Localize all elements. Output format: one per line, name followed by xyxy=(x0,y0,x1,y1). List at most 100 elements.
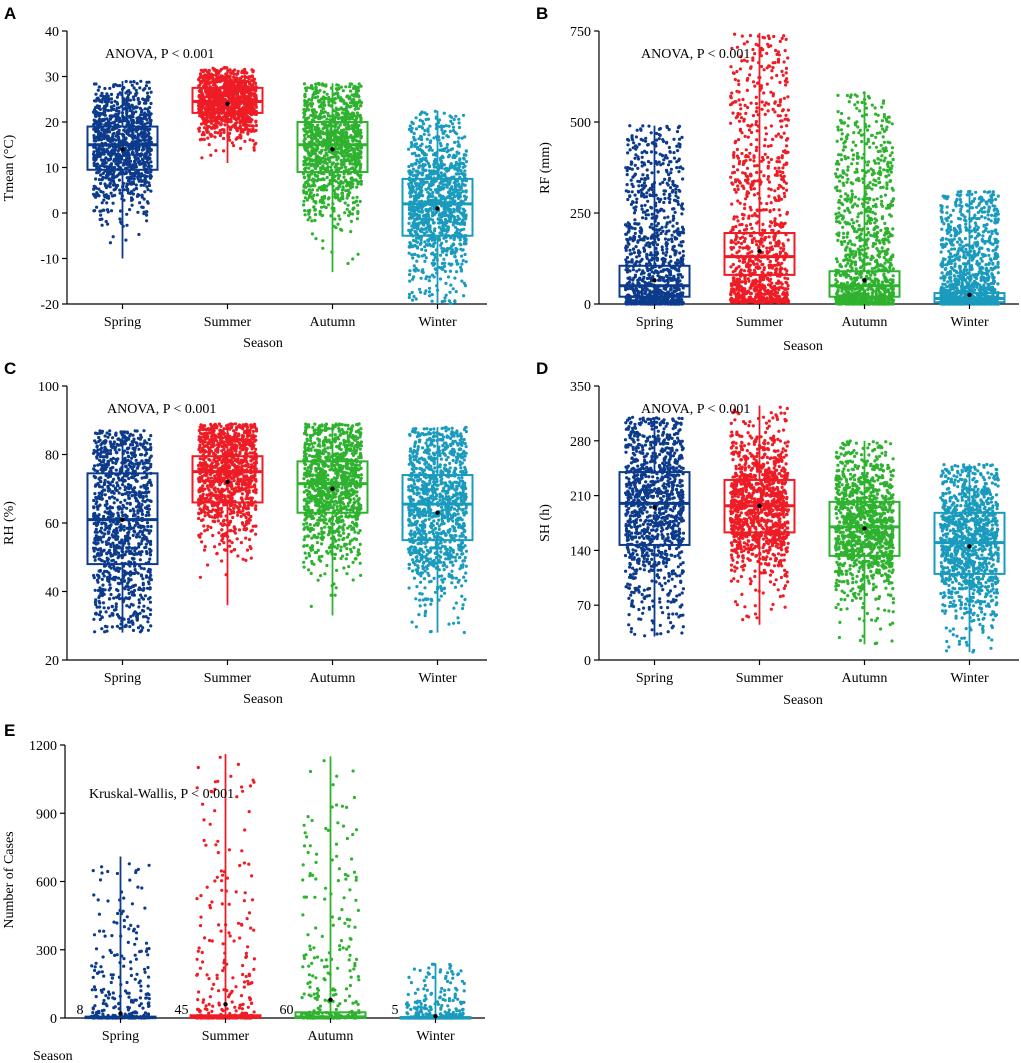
data-point xyxy=(427,133,431,137)
data-point xyxy=(462,227,466,231)
data-point xyxy=(354,199,359,203)
data-point xyxy=(235,76,239,80)
data-point xyxy=(677,230,681,234)
data-point xyxy=(97,85,101,89)
x-tick-label-spring: Spring xyxy=(104,315,141,330)
data-point xyxy=(420,126,425,130)
data-point xyxy=(426,129,430,133)
data-point xyxy=(218,128,222,133)
data-point xyxy=(462,153,466,157)
data-point xyxy=(143,87,147,91)
data-point xyxy=(307,212,311,216)
data-point xyxy=(214,103,218,107)
data-point xyxy=(438,148,442,152)
data-point xyxy=(427,184,432,188)
data-point xyxy=(149,189,153,193)
data-point xyxy=(428,124,432,128)
data-point xyxy=(325,175,329,180)
data-point xyxy=(103,105,107,109)
y-tick-label: 250 xyxy=(570,207,591,222)
data-point xyxy=(419,193,423,197)
data-point xyxy=(451,287,455,291)
data-point xyxy=(129,80,133,84)
data-point xyxy=(341,185,345,189)
data-point xyxy=(315,145,319,149)
data-point xyxy=(344,165,348,169)
data-point xyxy=(344,130,348,134)
data-point xyxy=(414,116,418,120)
data-point xyxy=(211,66,215,70)
data-point xyxy=(414,297,418,301)
y-tick-label: -20 xyxy=(40,298,59,313)
data-point xyxy=(306,173,310,177)
data-point xyxy=(428,286,432,290)
data-point xyxy=(322,100,326,104)
data-point xyxy=(444,281,448,285)
data-point xyxy=(94,177,98,181)
data-point xyxy=(202,126,207,130)
data-point xyxy=(133,172,137,176)
data-point xyxy=(443,261,447,265)
data-point xyxy=(311,183,315,188)
data-point xyxy=(107,152,111,156)
data-point xyxy=(321,198,325,202)
data-point xyxy=(116,149,120,153)
data-point xyxy=(325,167,329,171)
data-point xyxy=(350,179,354,183)
data-point xyxy=(144,98,148,102)
data-point xyxy=(114,112,118,116)
data-point xyxy=(124,79,128,84)
data-point xyxy=(458,157,462,161)
data-point xyxy=(441,136,445,140)
data-point xyxy=(449,208,453,212)
data-point xyxy=(429,139,433,143)
data-point xyxy=(209,153,213,157)
data-point xyxy=(106,222,110,226)
data-point xyxy=(92,157,97,161)
data-point xyxy=(306,103,310,107)
data-point xyxy=(108,241,112,245)
data-point xyxy=(93,194,97,198)
data-point xyxy=(245,71,249,75)
data-point xyxy=(102,109,106,113)
data-point xyxy=(351,139,355,143)
data-point xyxy=(109,157,113,161)
data-point xyxy=(408,241,412,245)
data-point xyxy=(115,106,119,110)
data-point xyxy=(225,89,230,93)
data-point xyxy=(93,185,97,189)
data-point xyxy=(97,117,102,121)
data-point xyxy=(442,196,446,201)
data-point xyxy=(222,136,226,141)
data-point xyxy=(332,124,336,128)
data-point xyxy=(431,190,435,195)
data-point xyxy=(333,97,337,101)
data-point xyxy=(326,111,330,115)
data-point xyxy=(136,175,140,180)
data-point xyxy=(141,117,145,121)
data-point xyxy=(143,152,147,156)
data-point xyxy=(129,163,133,167)
data-point xyxy=(109,191,113,195)
data-point xyxy=(214,149,218,153)
data-point xyxy=(127,133,132,137)
data-point xyxy=(319,168,323,172)
data-point xyxy=(137,193,141,197)
panel-a-x-ticks: Spring Summer Autumn Winter xyxy=(104,304,457,330)
data-point xyxy=(104,193,108,197)
data-point xyxy=(138,201,142,205)
data-point xyxy=(125,176,129,180)
data-point xyxy=(418,112,422,116)
data-point xyxy=(667,145,672,150)
data-point xyxy=(355,185,359,189)
data-point xyxy=(420,142,424,146)
panel-a-points xyxy=(91,65,469,305)
data-point xyxy=(424,256,428,260)
data-point xyxy=(446,228,450,232)
data-point xyxy=(321,239,325,243)
data-point xyxy=(457,182,461,186)
data-point xyxy=(435,188,439,192)
data-point xyxy=(338,199,342,203)
data-point xyxy=(630,226,635,230)
